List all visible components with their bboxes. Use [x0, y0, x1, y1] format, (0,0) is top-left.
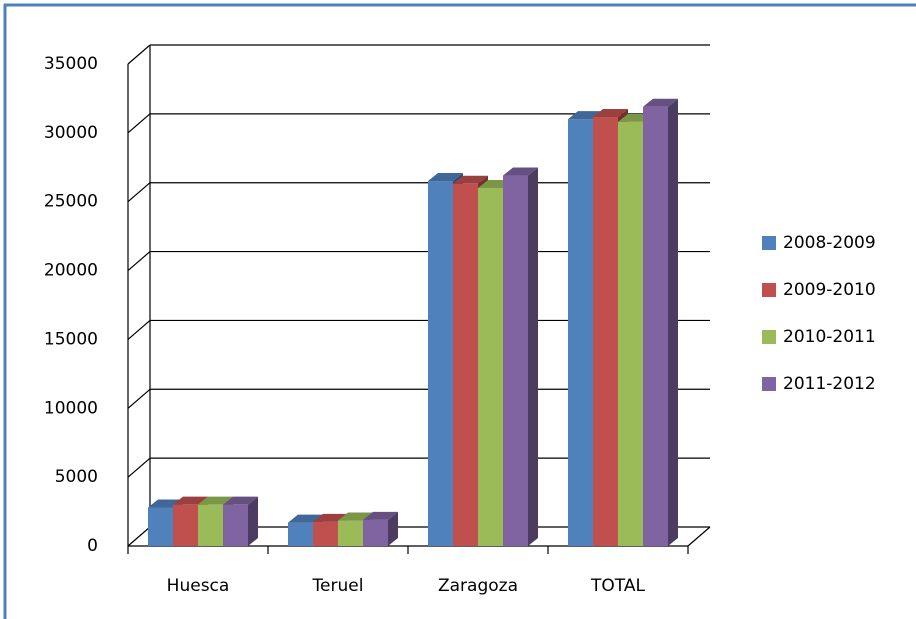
bar-top	[363, 511, 398, 520]
grid-diagonal	[127, 457, 151, 478]
y-tick-label: 25000	[44, 192, 98, 212]
grid-diagonal	[127, 182, 151, 203]
y-tick-label: 30000	[44, 123, 98, 143]
y-tick-label: 15000	[44, 329, 98, 349]
y-tick-label: 35000	[44, 54, 98, 74]
y-tick-label: 10000	[44, 398, 98, 418]
bar-side	[388, 511, 398, 546]
bar	[568, 119, 593, 546]
grid-diagonal	[127, 388, 151, 409]
bar-top	[173, 496, 208, 505]
legend-swatch	[762, 236, 776, 250]
grid-diagonal	[127, 251, 151, 272]
bar	[618, 121, 643, 546]
legend-swatch	[762, 377, 776, 391]
bar-top	[428, 173, 463, 182]
legend-label: 2010-2011	[783, 327, 876, 347]
legend-label: 2011-2012	[783, 374, 876, 394]
bar-top	[453, 175, 488, 184]
bar-top	[198, 496, 233, 505]
bar	[223, 504, 248, 546]
grid-diagonal	[127, 526, 151, 547]
bar-side	[668, 98, 678, 546]
bar	[338, 520, 363, 546]
legend-label: 2008-2009	[783, 233, 876, 253]
legend-swatch	[762, 330, 776, 344]
grid-diagonal	[127, 319, 151, 340]
bar-top	[593, 109, 628, 118]
x-tick-label: Teruel	[312, 576, 364, 596]
bar	[198, 504, 223, 546]
bar	[313, 521, 338, 546]
bar-top	[503, 167, 538, 176]
y-tick-label: 20000	[44, 261, 98, 281]
bar	[478, 187, 503, 546]
x-tick-label: Zaragoza	[438, 576, 518, 596]
bar	[148, 507, 173, 546]
bar	[453, 183, 478, 546]
bar-top	[288, 514, 323, 523]
bar-top	[643, 98, 678, 107]
x-tick-label: Huesca	[167, 576, 230, 596]
bar-side	[528, 167, 538, 546]
bar	[503, 175, 528, 546]
bar	[363, 519, 388, 546]
bar	[593, 117, 618, 547]
legend-label: 2009-2010	[783, 280, 876, 300]
bar	[288, 522, 313, 546]
bar	[428, 181, 453, 547]
bar-top	[223, 496, 258, 505]
grid-diagonal	[127, 113, 151, 134]
bar-side	[248, 496, 258, 546]
bar-top	[338, 512, 373, 521]
bar	[643, 106, 668, 546]
grid-diagonal	[127, 44, 151, 65]
floor-right	[687, 526, 711, 547]
x-tick-label: TOTAL	[590, 576, 645, 596]
bar	[173, 504, 198, 546]
y-tick-label: 0	[87, 536, 98, 556]
y-tick-label: 5000	[55, 467, 98, 487]
legend-swatch	[762, 283, 776, 297]
